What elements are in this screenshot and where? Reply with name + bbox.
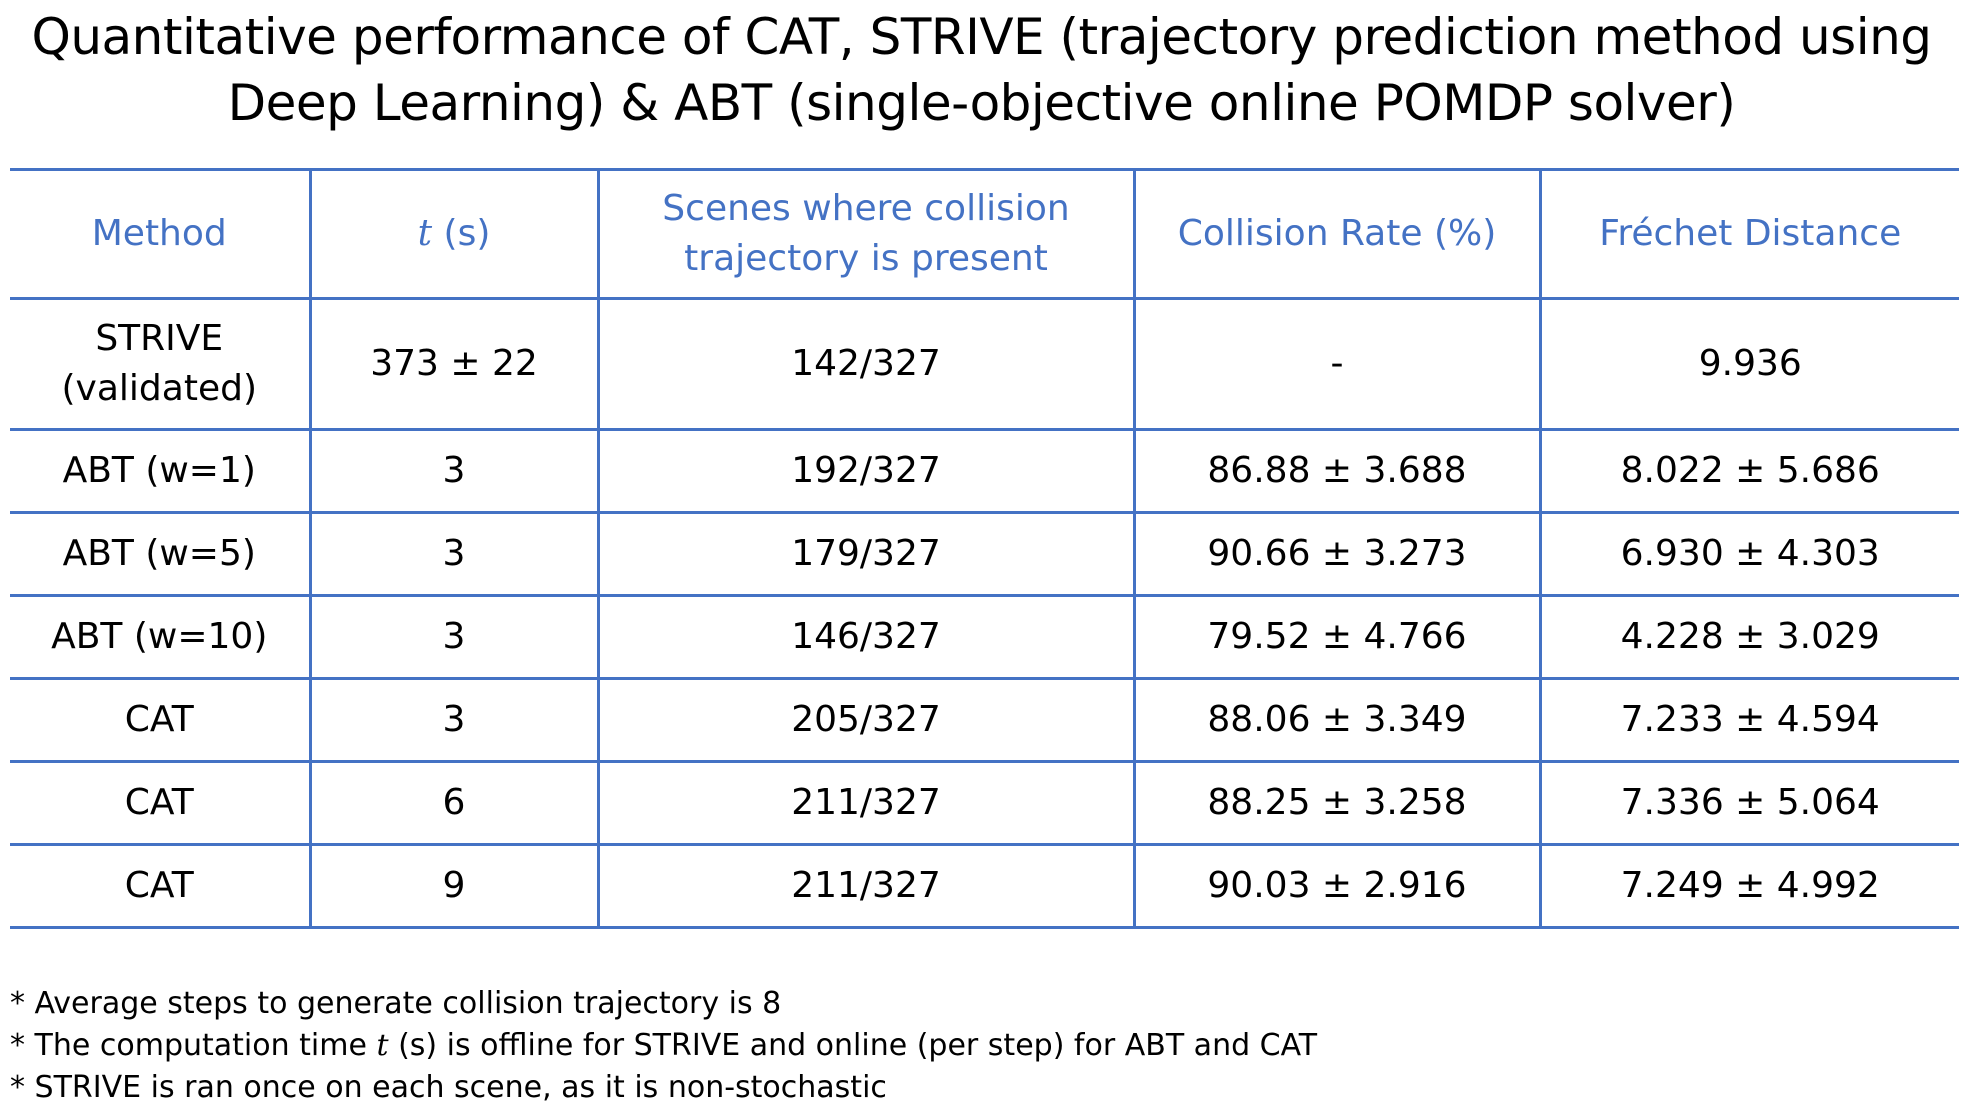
cell-collision-rate: - <box>1132 297 1542 431</box>
table-row: CAT 3 205/327 88.06 ± 3.349 7.233 ± 4.59… <box>10 677 1959 763</box>
cell-time: 9 <box>308 843 600 929</box>
cell-time: 3 <box>308 594 600 680</box>
table-row: ABT (w=5) 3 179/327 90.66 ± 3.273 6.930 … <box>10 511 1959 597</box>
cell-collision-rate: 88.06 ± 3.349 <box>1132 677 1542 763</box>
footnote-computation-time: * The computation time t (s) is offline … <box>10 1025 1317 1067</box>
header-time-var: t <box>417 213 433 254</box>
header-scenes: Scenes where collision trajectory is pre… <box>596 168 1136 300</box>
header-frechet-distance: Fréchet Distance <box>1538 168 1959 300</box>
cell-method: ABT (w=1) <box>10 428 312 514</box>
cell-frechet-distance: 7.233 ± 4.594 <box>1538 677 1959 763</box>
table-row: CAT 6 211/327 88.25 ± 3.258 7.336 ± 5.06… <box>10 760 1959 846</box>
cell-method: CAT <box>10 760 312 846</box>
header-time-unit: (s) <box>432 213 491 254</box>
cell-collision-rate: 90.03 ± 2.916 <box>1132 843 1542 929</box>
header-row: Method t (s) Scenes where collision traj… <box>10 168 1959 300</box>
cell-collision-rate: 90.66 ± 3.273 <box>1132 511 1542 597</box>
cell-time: 6 <box>308 760 600 846</box>
footnote-computation-time-before: * The computation time <box>10 1028 377 1063</box>
cell-frechet-distance: 9.936 <box>1538 297 1959 431</box>
header-scenes-line-1: Scenes where collision <box>662 188 1070 229</box>
header-method: Method <box>10 168 312 300</box>
cell-frechet-distance: 4.228 ± 3.029 <box>1538 594 1959 680</box>
cell-collision-rate: 79.52 ± 4.766 <box>1132 594 1542 680</box>
footnote-steps: * Average steps to generate collision tr… <box>10 986 782 1021</box>
page-title: Quantitative performance of CAT, STRIVE … <box>0 4 1963 136</box>
table-row: CAT 9 211/327 90.03 ± 2.916 7.249 ± 4.99… <box>10 843 1959 929</box>
cell-collision-rate: 86.88 ± 3.688 <box>1132 428 1542 514</box>
cell-frechet-distance: 6.930 ± 4.303 <box>1538 511 1959 597</box>
header-collision-rate: Collision Rate (%) <box>1132 168 1542 300</box>
header-scenes-line-2: trajectory is present <box>684 238 1048 279</box>
cell-time: 3 <box>308 677 600 763</box>
footnote-computation-time-after: (s) is offline for STRIVE and online (pe… <box>388 1028 1318 1063</box>
cell-time: 3 <box>308 428 600 514</box>
cell-method: ABT (w=5) <box>10 511 312 597</box>
table-row: ABT (w=10) 3 146/327 79.52 ± 4.766 4.228… <box>10 594 1959 680</box>
cell-method-line-2: (validated) <box>61 368 258 409</box>
cell-time: 373 ± 22 <box>308 297 600 431</box>
title-line-1: Quantitative performance of CAT, STRIVE … <box>31 8 1932 66</box>
header-time: t (s) <box>308 168 600 300</box>
cell-method-line-1: STRIVE <box>95 318 224 359</box>
cell-frechet-distance: 8.022 ± 5.686 <box>1538 428 1959 514</box>
footnote-computation-time-var: t <box>376 1028 389 1063</box>
cell-method: CAT <box>10 677 312 763</box>
cell-frechet-distance: 7.249 ± 4.992 <box>1538 843 1959 929</box>
cell-scenes: 179/327 <box>596 511 1136 597</box>
cell-collision-rate: 88.25 ± 3.258 <box>1132 760 1542 846</box>
cell-scenes: 205/327 <box>596 677 1136 763</box>
cell-scenes: 146/327 <box>596 594 1136 680</box>
cell-method: CAT <box>10 843 312 929</box>
cell-frechet-distance: 7.336 ± 5.064 <box>1538 760 1959 846</box>
table-row-strive: STRIVE (validated) 373 ± 22 142/327 - 9.… <box>10 297 1959 431</box>
footnotes: * Average steps to generate collision tr… <box>10 983 1317 1109</box>
cell-method: STRIVE (validated) <box>10 297 312 431</box>
results-table: Method t (s) Scenes where collision traj… <box>10 168 1959 929</box>
cell-scenes: 211/327 <box>596 843 1136 929</box>
table-row: ABT (w=1) 3 192/327 86.88 ± 3.688 8.022 … <box>10 428 1959 514</box>
title-line-2: Deep Learning) & ABT (single-objective o… <box>227 74 1736 132</box>
cell-method: ABT (w=10) <box>10 594 312 680</box>
cell-scenes: 192/327 <box>596 428 1136 514</box>
footnote-strive: * STRIVE is ran once on each scene, as i… <box>10 1070 887 1105</box>
cell-time: 3 <box>308 511 600 597</box>
cell-scenes: 211/327 <box>596 760 1136 846</box>
cell-scenes: 142/327 <box>596 297 1136 431</box>
